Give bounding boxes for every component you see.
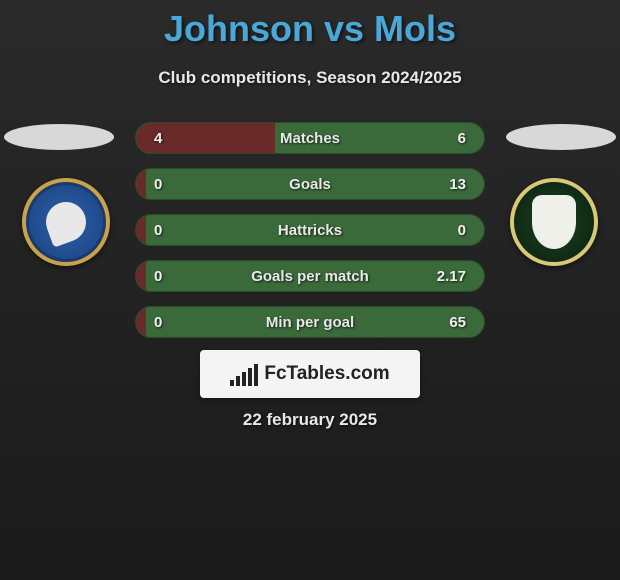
chart-icon-bar: [230, 380, 234, 386]
stats-column: 4 Matches 6 0 Goals 13 0 Hattricks 0 0 Goals per m…: [135, 122, 485, 352]
left-team-oval: [4, 124, 114, 150]
stat-label: Matches: [280, 130, 340, 147]
stat-left-value: 0: [154, 268, 162, 285]
stat-left-value: 0: [154, 176, 162, 193]
stat-fill-left: [136, 261, 146, 291]
chart-icon-bar: [248, 368, 252, 386]
stat-right-value: 0: [458, 222, 466, 239]
stat-left-value: 0: [154, 314, 162, 331]
stat-left-value: 0: [154, 222, 162, 239]
stat-row: 0 Goals 13: [135, 168, 485, 200]
stat-row: 4 Matches 6: [135, 122, 485, 154]
stat-fill-left: [136, 169, 146, 199]
stat-right-value: 6: [458, 130, 466, 147]
chart-icon: [230, 362, 258, 386]
stat-row: 0 Goals per match 2.17: [135, 260, 485, 292]
brand-label: FcTables.com: [264, 363, 389, 385]
stat-fill-left: [136, 215, 146, 245]
left-team-crest: [22, 178, 110, 266]
page-title: Johnson vs Mols: [0, 0, 620, 50]
stat-right-value: 2.17: [437, 268, 466, 285]
stat-label: Goals per match: [251, 268, 369, 285]
stat-fill-left: [136, 307, 146, 337]
stat-label: Goals: [289, 176, 331, 193]
stat-label: Min per goal: [266, 314, 354, 331]
stat-label: Hattricks: [278, 222, 342, 239]
stat-row: 0 Hattricks 0: [135, 214, 485, 246]
right-team-oval: [506, 124, 616, 150]
right-team-crest: [510, 178, 598, 266]
chart-icon-bar: [254, 364, 258, 386]
subtitle: Club competitions, Season 2024/2025: [0, 68, 620, 88]
stat-left-value: 4: [154, 130, 162, 147]
brand-box: FcTables.com: [200, 350, 420, 398]
date-label: 22 february 2025: [0, 410, 620, 430]
stat-right-value: 13: [449, 176, 466, 193]
chart-icon-bar: [242, 372, 246, 386]
stat-right-value: 65: [449, 314, 466, 331]
chart-icon-bar: [236, 376, 240, 386]
stat-row: 0 Min per goal 65: [135, 306, 485, 338]
